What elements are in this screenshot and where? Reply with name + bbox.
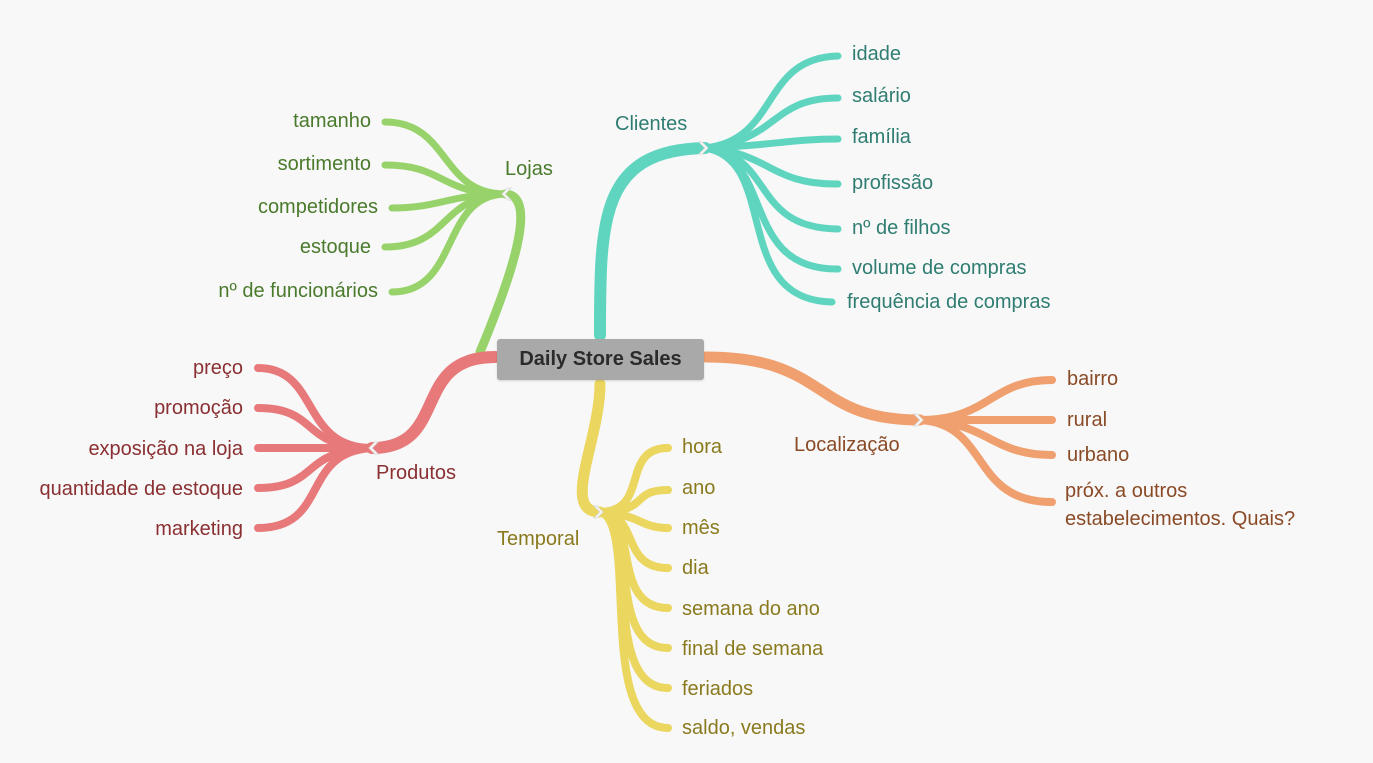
edge-clientes-frequencia (701, 144, 836, 306)
collapse-chevron-localizacao[interactable] (912, 413, 924, 427)
localizacao-item-rural[interactable]: rural (1067, 409, 1108, 431)
edge-lojas-sortimento (381, 161, 509, 198)
collapse-chevron-produtos[interactable] (368, 441, 380, 455)
lojas-item-estoque[interactable]: estoque (299, 236, 371, 258)
produtos-item-exposicao[interactable]: exposição na loja (88, 438, 243, 460)
edge-temporal-saldo (596, 508, 672, 732)
clientes-item-profissao[interactable]: profissão (852, 172, 934, 194)
temporal-item-feriados[interactable]: feriados (682, 678, 754, 700)
lojas-item-funcionarios[interactable]: nº de funcionários (218, 280, 378, 302)
edge-root-clientes (594, 142, 711, 341)
produtos-edges (254, 351, 501, 532)
branch-lojas[interactable]: Lojas (505, 158, 553, 180)
temporal-item-ano[interactable]: ano (682, 477, 716, 499)
temporal-item-semana-do-ano[interactable]: semana do ano (682, 598, 820, 620)
clientes-item-filhos[interactable]: nº de filhos (852, 217, 951, 239)
lojas-edges (381, 118, 526, 357)
lojas-item-competidores[interactable]: competidores (257, 196, 378, 218)
root-label: Daily Store Sales (519, 348, 682, 370)
clientes-item-idade[interactable]: idade (852, 43, 901, 65)
produtos-item-promocao[interactable]: promoção (154, 397, 243, 419)
produtos-item-quantidade[interactable]: quantidade de estoque (39, 478, 243, 500)
temporal-item-hora[interactable]: hora (682, 436, 723, 458)
branch-temporal[interactable]: Temporal (497, 528, 580, 550)
produtos-item-preco[interactable]: preço (192, 357, 243, 379)
localizacao-item-urbano[interactable]: urbano (1067, 444, 1130, 466)
clientes-item-salario[interactable]: salário (852, 85, 911, 107)
lojas-item-sortimento[interactable]: sortimento (277, 153, 371, 175)
clientes-item-frequencia[interactable]: frequência de compras (847, 291, 1051, 313)
edge-root-temporal (576, 378, 606, 518)
edge-produtos-marketing (254, 444, 376, 532)
localizacao-item-bairro[interactable]: bairro (1067, 368, 1119, 390)
clientes-item-familia[interactable]: família (852, 126, 911, 148)
lojas-item-tamanho[interactable]: tamanho (293, 110, 371, 132)
edge-root-lojas (475, 189, 526, 357)
root-node[interactable]: Daily Store Sales (497, 339, 704, 380)
produtos-item-marketing[interactable]: marketing (155, 518, 243, 540)
temporal-edges (576, 378, 672, 732)
clientes-item-volume[interactable]: volume de compras (852, 257, 1027, 279)
localizacao-edges (700, 351, 1056, 506)
temporal-item-mes[interactable]: mês (682, 517, 720, 539)
collapse-chevron-clientes[interactable] (697, 141, 709, 155)
edge-root-produtos (366, 351, 501, 454)
branch-localizacao[interactable]: Localização (794, 434, 900, 456)
collapse-chevron-lojas[interactable] (501, 187, 513, 201)
edge-localizacao-bairro (916, 376, 1056, 424)
edge-root-localizacao (700, 351, 926, 426)
clientes-edges (594, 52, 842, 341)
temporal-item-final-de-semana[interactable]: final de semana (682, 638, 824, 660)
collapse-chevron-temporal[interactable] (592, 505, 604, 519)
localizacao-item-proximo[interactable]: próx. a outros estabelecimentos. Quais? (1065, 480, 1296, 530)
branch-produtos[interactable]: Produtos (376, 462, 457, 484)
branch-clientes[interactable]: Clientes (615, 113, 688, 135)
temporal-item-dia[interactable]: dia (682, 557, 709, 579)
temporal-item-saldo-vendas[interactable]: saldo, vendas (682, 717, 806, 739)
edge-lojas-funcionarios (388, 190, 509, 296)
edge-localizacao-proximo (916, 416, 1056, 506)
